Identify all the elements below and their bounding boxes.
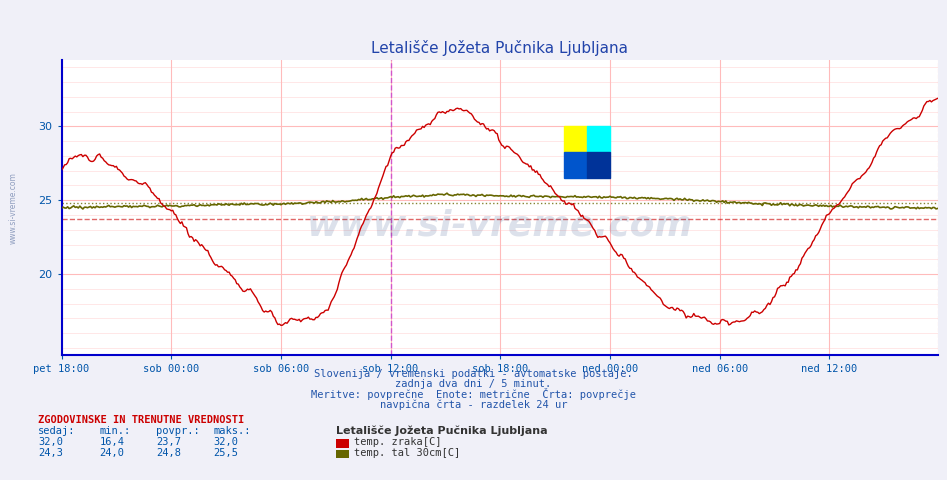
Text: 24,3: 24,3 bbox=[38, 448, 63, 458]
Text: zadnja dva dni / 5 minut.: zadnja dva dni / 5 minut. bbox=[396, 379, 551, 389]
Text: povpr.:: povpr.: bbox=[156, 426, 200, 436]
Text: Letališče Jožeta Pučnika Ljubljana: Letališče Jožeta Pučnika Ljubljana bbox=[336, 426, 547, 436]
Text: sedaj:: sedaj: bbox=[38, 426, 76, 436]
Text: Slovenija / vremenski podatki - avtomatske postaje.: Slovenija / vremenski podatki - avtomats… bbox=[314, 369, 633, 379]
Text: temp. tal 30cm[C]: temp. tal 30cm[C] bbox=[354, 448, 460, 458]
Text: 24,0: 24,0 bbox=[99, 448, 124, 458]
Text: Meritve: povprečne  Enote: metrične  Črta: povprečje: Meritve: povprečne Enote: metrične Črta:… bbox=[311, 388, 636, 400]
Text: maks.:: maks.: bbox=[213, 426, 251, 436]
Text: temp. zraka[C]: temp. zraka[C] bbox=[354, 437, 441, 447]
Text: ZGODOVINSKE IN TRENUTNE VREDNOSTI: ZGODOVINSKE IN TRENUTNE VREDNOSTI bbox=[38, 415, 244, 425]
Bar bbox=[564, 126, 587, 152]
Text: 16,4: 16,4 bbox=[99, 437, 124, 447]
Title: Letališče Jožeta Pučnika Ljubljana: Letališče Jožeta Pučnika Ljubljana bbox=[371, 40, 628, 56]
Text: 24,8: 24,8 bbox=[156, 448, 181, 458]
Text: 25,5: 25,5 bbox=[213, 448, 238, 458]
Text: min.:: min.: bbox=[99, 426, 131, 436]
Text: navpična črta - razdelek 24 ur: navpična črta - razdelek 24 ur bbox=[380, 400, 567, 410]
Text: www.si-vreme.com: www.si-vreme.com bbox=[9, 172, 18, 243]
Bar bbox=[587, 152, 610, 178]
Bar bbox=[587, 126, 610, 152]
Text: 32,0: 32,0 bbox=[38, 437, 63, 447]
Bar bbox=[564, 152, 587, 178]
Text: 23,7: 23,7 bbox=[156, 437, 181, 447]
Text: www.si-vreme.com: www.si-vreme.com bbox=[307, 208, 692, 242]
Text: 32,0: 32,0 bbox=[213, 437, 238, 447]
